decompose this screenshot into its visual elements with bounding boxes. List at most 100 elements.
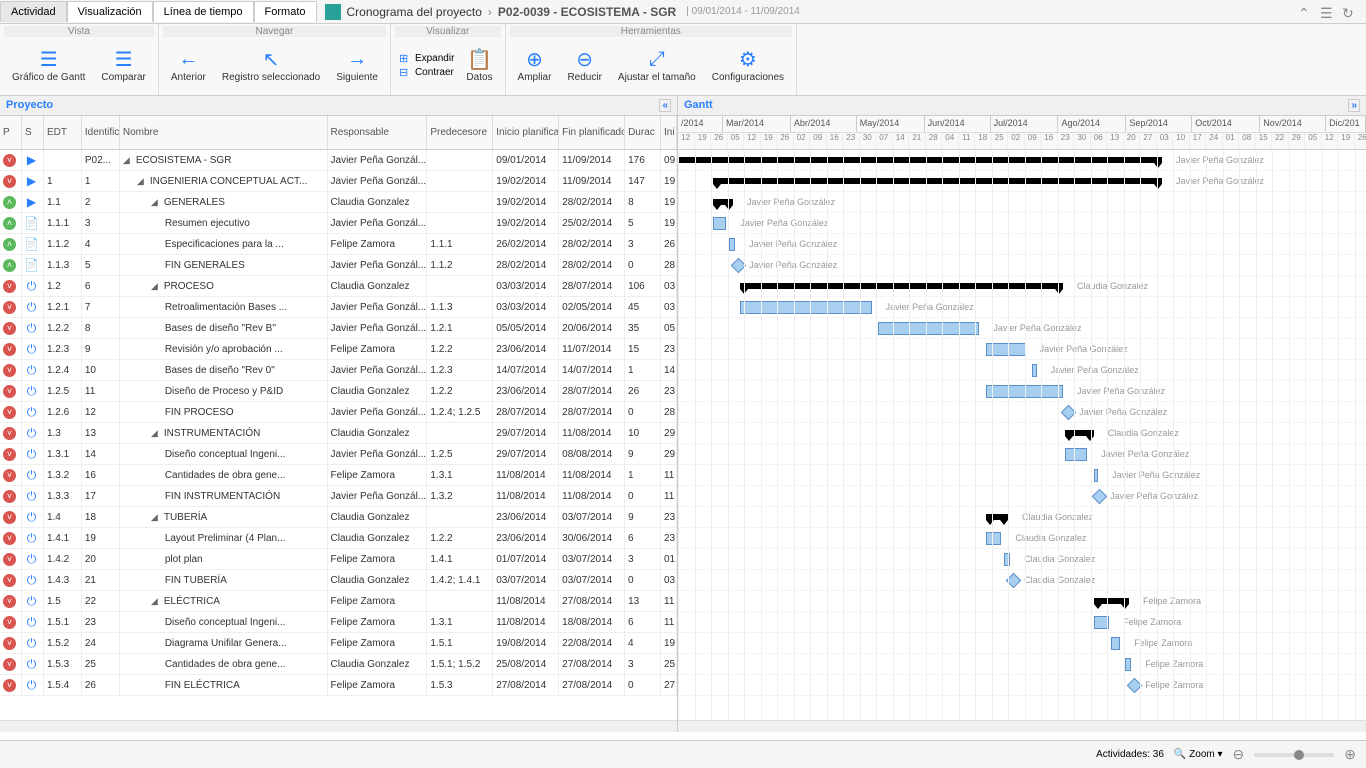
gantt-bar[interactable]	[1094, 469, 1098, 482]
collapse-all-icon[interactable]: ⌃	[1298, 5, 1312, 19]
gantt-bar[interactable]	[740, 283, 1063, 289]
table-row[interactable]: ˅⏻1.5.224Diagrama Unifilar Genera...Feli…	[0, 633, 677, 654]
ribbon-btn-comparar[interactable]: ☰Comparar	[93, 46, 153, 85]
ribbon-btn-ampliar[interactable]: ⊕Ampliar	[510, 46, 560, 85]
cell-fin: 28/07/2014	[559, 276, 625, 296]
gantt-bar[interactable]	[1065, 430, 1094, 436]
zoom-in-icon[interactable]: ⊕	[1344, 746, 1356, 763]
gantt-bar[interactable]	[1125, 658, 1132, 671]
refresh-icon[interactable]: ↻	[1342, 5, 1356, 19]
tree-toggle-icon[interactable]: ◢	[151, 596, 161, 606]
table-row[interactable]: ˅⏻1.5.123Diseño conceptual Ingeni...Feli…	[0, 612, 677, 633]
gantt-bar[interactable]	[713, 178, 1162, 184]
ribbon-btn-registro-seleccionado[interactable]: ↖Registro seleccionado	[214, 46, 328, 85]
col-duracion[interactable]: Durac	[625, 116, 661, 149]
col-ini2[interactable]: Ini	[661, 116, 677, 149]
gantt-bar[interactable]	[1004, 553, 1011, 566]
zoom-thumb[interactable]	[1294, 750, 1304, 760]
scale-month: Mar/2014	[723, 116, 791, 132]
tab-formato[interactable]: Formato	[254, 1, 317, 22]
table-row[interactable]: ˅⏻1.2.612FIN PROCESOJavier Peña Gonzál..…	[0, 402, 677, 423]
zoom-out-icon[interactable]: ⊖	[1233, 746, 1245, 763]
tab-lneadetiempo[interactable]: Línea de tiempo	[153, 1, 254, 22]
ribbon-btn-expandir[interactable]: ⊞Expandir	[395, 51, 458, 65]
table-row[interactable]: ˄📄1.1.35FIN GENERALESJavier Peña Gonzál.…	[0, 255, 677, 276]
tree-toggle-icon[interactable]: ◢	[137, 176, 147, 186]
table-row[interactable]: ˅⏻1.4.220plot planFelipe Zamora1.4.101/0…	[0, 549, 677, 570]
ribbon-btn-datos[interactable]: 📋Datos	[458, 46, 500, 85]
gantt-milestone[interactable]	[1092, 489, 1108, 505]
table-row[interactable]: ˅⏻1.522◢ELÉCTRICAFelipe Zamora11/08/2014…	[0, 591, 677, 612]
gantt-scroll-h[interactable]	[678, 720, 1366, 732]
table-row[interactable]: ˅⏻1.418◢TUBERÍAClaudia Gonzalez23/06/201…	[0, 507, 677, 528]
gantt-bar[interactable]	[713, 199, 733, 205]
tree-toggle-icon[interactable]: ◢	[151, 281, 161, 291]
table-row[interactable]: ˅⏻1.26◢PROCESOClaudia Gonzalez03/03/2014…	[0, 276, 677, 297]
ribbon-btn-gráfico-de-gantt[interactable]: ☰Gráfico de Gantt	[4, 46, 93, 85]
table-row[interactable]: ˅⏻1.3.317FIN INSTRUMENTACIÓNJavier Peña …	[0, 486, 677, 507]
tree-toggle-icon[interactable]: ◢	[151, 512, 161, 522]
table-row[interactable]: ˄📄1.1.13Resumen ejecutivoJavier Peña Gon…	[0, 213, 677, 234]
scale-day: 26	[711, 133, 728, 150]
table-row[interactable]: ˅▶P02...◢ECOSISTEMA - SGRJavier Peña Gon…	[0, 150, 677, 171]
tree-toggle-icon[interactable]: ◢	[151, 197, 161, 207]
col-fin[interactable]: Fin planificado	[559, 116, 625, 149]
breadcrumb-root[interactable]: Cronograma del proyecto	[347, 5, 482, 19]
collapse-left-icon[interactable]: «	[659, 99, 671, 112]
table-row[interactable]: ˅⏻1.4.321FIN TUBERÍAClaudia Gonzalez1.4.…	[0, 570, 677, 591]
list-icon[interactable]: ☰	[1320, 5, 1334, 19]
tab-visualizacin[interactable]: Visualización	[67, 1, 153, 22]
table-row[interactable]: ˅⏻1.5.426FIN ELÉCTRICAFelipe Zamora1.5.3…	[0, 675, 677, 696]
gantt-bar[interactable]	[740, 301, 872, 314]
gantt-body[interactable]: Javier Peña GonzálezJavier Peña González…	[678, 150, 1366, 720]
table-row[interactable]: ˄📄1.1.24Especificaciones para la ...Feli…	[0, 234, 677, 255]
gantt-bar[interactable]	[986, 532, 1001, 545]
col-predecesores[interactable]: Predecesore	[427, 116, 493, 149]
zoom-slider[interactable]	[1254, 753, 1334, 757]
gantt-bar[interactable]	[729, 238, 736, 251]
table-row[interactable]: ˅⏻1.2.511Diseño de Proceso y P&IDClaudia…	[0, 381, 677, 402]
col-id[interactable]: Identific	[82, 116, 120, 149]
table-row[interactable]: ˅⏻1.2.39Revisión y/o aprobación ...Felip…	[0, 339, 677, 360]
col-edt[interactable]: EDT	[44, 116, 82, 149]
col-s[interactable]: S	[22, 116, 44, 149]
ribbon-btn-configuraciones[interactable]: ⚙Configuraciones	[704, 46, 792, 85]
cell-responsable: Javier Peña Gonzál...	[328, 297, 428, 317]
table-row[interactable]: ˅⏻1.2.17Retroalimentación Bases ...Javie…	[0, 297, 677, 318]
breadcrumb-dates: | 09/01/2014 - 11/09/2014	[686, 6, 800, 17]
ribbon-btn-anterior[interactable]: ←Anterior	[163, 46, 214, 85]
table-row[interactable]: ˅⏻1.3.216Cantidades de obra gene...Felip…	[0, 465, 677, 486]
tab-actividad[interactable]: Actividad	[0, 1, 67, 22]
gantt-bar[interactable]	[1032, 364, 1036, 377]
breadcrumb-code[interactable]: P02-0039 - ECOSISTEMA - SGR	[498, 5, 676, 19]
ribbon-btn-ajustar-el-tamaño[interactable]: ⤢Ajustar el tamaño	[610, 46, 704, 85]
table-row[interactable]: ˅⏻1.313◢INSTRUMENTACIÓNClaudia Gonzalez2…	[0, 423, 677, 444]
cell-pred: 1.2.2	[427, 339, 493, 359]
table-row[interactable]: ˅⏻1.2.28Bases de diseño "Rev B"Javier Pe…	[0, 318, 677, 339]
tree-toggle-icon[interactable]: ◢	[151, 428, 161, 438]
table-row[interactable]: ˅⏻1.3.114Diseño conceptual Ingeni...Javi…	[0, 444, 677, 465]
ribbon-btn-reducir[interactable]: ⊖Reducir	[559, 46, 609, 85]
col-inicio[interactable]: Inicio planificad	[493, 116, 559, 149]
grid-scroll-h[interactable]	[0, 720, 677, 732]
cell-dur: 0	[625, 570, 661, 590]
gantt-bar[interactable]	[713, 217, 726, 230]
scale-month: Jun/2014	[925, 116, 991, 132]
table-row[interactable]: ˅⏻1.5.325Cantidades de obra gene...Claud…	[0, 654, 677, 675]
col-nombre[interactable]: Nombre	[120, 116, 328, 149]
zoom-label[interactable]: 🔍 Zoom ▾	[1174, 749, 1223, 760]
table-row[interactable]: ˄▶1.12◢GENERALESClaudia Gonzalez19/02/20…	[0, 192, 677, 213]
col-responsable[interactable]: Responsable	[328, 116, 428, 149]
table-row[interactable]: ˅⏻1.2.410Bases de diseño "Rev 0"Javier P…	[0, 360, 677, 381]
ribbon-btn-siguiente[interactable]: →Siguiente	[328, 46, 386, 85]
expand-right-icon[interactable]: »	[1348, 99, 1360, 112]
ribbon-btn-contraer[interactable]: ⊟Contraer	[395, 65, 458, 79]
gantt-bar[interactable]	[986, 514, 1008, 520]
table-row[interactable]: ˅▶11◢INGENIERIA CONCEPTUAL ACT...Javier …	[0, 171, 677, 192]
table-row[interactable]: ˅⏻1.4.119Layout Preliminar (4 Plan...Cla…	[0, 528, 677, 549]
gantt-bar[interactable]	[678, 157, 1162, 163]
tree-toggle-icon[interactable]: ◢	[123, 155, 133, 165]
gantt-bar[interactable]	[1111, 637, 1120, 650]
gantt-bar[interactable]	[1065, 448, 1087, 461]
col-p[interactable]: P	[0, 116, 22, 149]
